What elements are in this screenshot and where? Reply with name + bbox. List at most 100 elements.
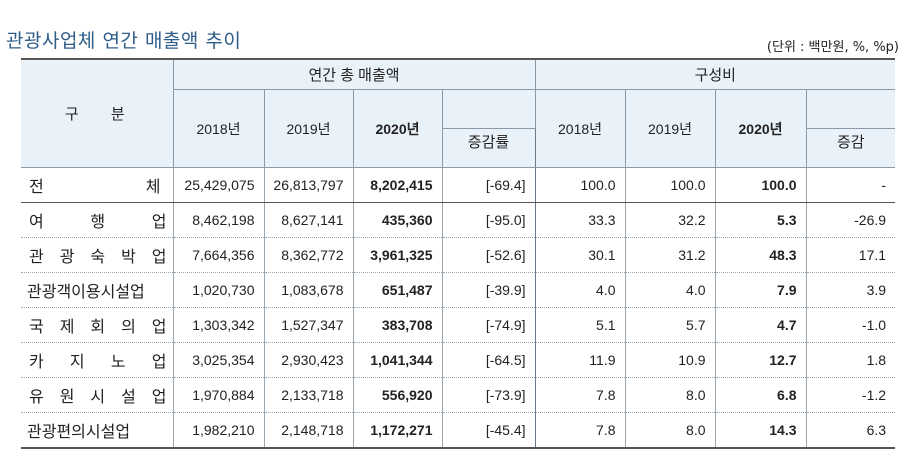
row-category-char: 유 bbox=[29, 387, 44, 406]
row-category-char: 여 bbox=[29, 212, 44, 231]
sales-change-rate: [-45.4] bbox=[441, 412, 536, 449]
sales-2018: 1,982,210 bbox=[172, 412, 264, 449]
row-category-char: 시 bbox=[90, 387, 106, 406]
row-category-char: 지 bbox=[69, 352, 85, 371]
header-sales-2020: 2020년 bbox=[352, 89, 443, 168]
sales-2018: 25,429,075 bbox=[172, 167, 264, 203]
header-group-share: 구성비 bbox=[534, 59, 896, 90]
share-change: 17.1 bbox=[805, 237, 896, 273]
header-sales-2018: 2018년 bbox=[173, 89, 265, 168]
sales-change-rate: [-74.9] bbox=[441, 307, 536, 343]
header-sales-change-top bbox=[441, 89, 536, 129]
table-row: 국 제 회 의 업 1,303,342 1,527,347 383,708 [-74.9] 5.1… bbox=[21, 307, 896, 343]
row-category-char: 업 bbox=[151, 317, 167, 336]
row-category-char: 회 bbox=[90, 317, 106, 336]
share-change: 1.8 bbox=[805, 342, 896, 378]
share-2018: 100.0 bbox=[534, 167, 626, 203]
sales-2018: 1,303,342 bbox=[172, 307, 264, 343]
share-2019: 32.2 bbox=[624, 202, 716, 238]
sales-change-rate: [-39.9] bbox=[441, 272, 536, 308]
share-2019: 31.2 bbox=[624, 237, 716, 273]
share-2019: 100.0 bbox=[624, 167, 716, 203]
sales-2020: 1,172,271 bbox=[352, 412, 442, 449]
share-change: 6.3 bbox=[805, 412, 896, 449]
row-category-char: 광 bbox=[59, 247, 75, 266]
sales-2019: 1,527,347 bbox=[263, 307, 353, 343]
header-share-2018: 2018년 bbox=[534, 89, 626, 168]
sales-2019: 1,083,678 bbox=[263, 272, 353, 308]
sales-2020: 651,487 bbox=[352, 272, 442, 308]
row-category: 관광객이용시설업 bbox=[21, 272, 173, 308]
sales-2020: 435,360 bbox=[352, 202, 442, 238]
sales-table: 구 분 연간 총 매출액 구성비 2018년 2019년 2020년 2018년… bbox=[21, 58, 896, 449]
header-share-2019: 2019년 bbox=[624, 89, 716, 168]
row-category-char: 업 bbox=[151, 387, 167, 406]
page-title: 관광사업체 연간 매출액 추이 bbox=[6, 30, 242, 52]
row-category-char: 체 bbox=[145, 177, 161, 196]
row-category-char: 전 bbox=[29, 177, 44, 196]
sales-2019: 2,930,423 bbox=[263, 342, 353, 378]
sales-2018: 1,020,730 bbox=[172, 272, 264, 308]
row-category-char: 관광편의시설업 bbox=[27, 422, 131, 441]
sales-change-rate: [-52.6] bbox=[441, 237, 536, 273]
share-2020: 100.0 bbox=[714, 167, 807, 203]
share-2020: 14.3 bbox=[714, 412, 807, 449]
row-category-char: 의 bbox=[121, 317, 136, 336]
share-change: 3.9 bbox=[805, 272, 896, 308]
row-category-char: 국 bbox=[29, 317, 44, 336]
sales-2020: 1,041,344 bbox=[352, 342, 442, 378]
share-2020: 5.3 bbox=[714, 202, 807, 238]
share-2020: 7.9 bbox=[714, 272, 807, 308]
sales-2018: 7,664,356 bbox=[172, 237, 264, 273]
sales-2020: 383,708 bbox=[352, 307, 442, 343]
share-change: -26.9 bbox=[805, 202, 896, 238]
table-body: 전 체 25,429,075 26,813,797 8,202,415 [-69.4] 10… bbox=[21, 167, 896, 449]
row-category-char: 행 bbox=[90, 212, 106, 231]
row-category-char: 업 bbox=[151, 212, 167, 231]
row-category-char: 카 bbox=[29, 352, 44, 371]
share-2019: 8.0 bbox=[624, 412, 716, 449]
sales-2019: 2,133,718 bbox=[263, 377, 353, 413]
row-category-char: 관 bbox=[29, 247, 44, 266]
header-group-sales: 연간 총 매출액 bbox=[172, 59, 536, 90]
share-2018: 7.8 bbox=[534, 377, 626, 413]
table-row: 여 행 업 8,462,198 8,627,141 435,360 [-95.0] 33.3 3… bbox=[21, 202, 896, 238]
sales-change-rate: [-69.4] bbox=[441, 167, 536, 203]
header-category: 구 분 bbox=[21, 59, 174, 168]
share-2020: 6.8 bbox=[714, 377, 807, 413]
header-share-change: 증감 bbox=[805, 128, 896, 168]
row-category: 관광편의시설업 bbox=[21, 412, 173, 449]
table-row: 유 원 시 설 업 1,970,884 2,133,718 556,920 [-73.9] 7.8… bbox=[21, 377, 896, 413]
sales-change-rate: [-73.9] bbox=[441, 377, 536, 413]
row-category-char: 원 bbox=[59, 387, 75, 406]
sales-2020: 556,920 bbox=[352, 377, 442, 413]
share-2020: 12.7 bbox=[714, 342, 807, 378]
row-category-char: 업 bbox=[151, 247, 167, 266]
header-sales-2019: 2019년 bbox=[263, 89, 354, 168]
share-2019: 4.0 bbox=[624, 272, 716, 308]
share-2019: 5.7 bbox=[624, 307, 716, 343]
row-category-char: 숙 bbox=[90, 247, 106, 266]
table-row: 관광편의시설업 1,982,210 2,148,718 1,172,271 [-45.4… bbox=[21, 412, 896, 449]
sales-change-rate: [-64.5] bbox=[441, 342, 536, 378]
row-category-char: 관광객이용시설업 bbox=[27, 282, 145, 301]
share-2019: 8.0 bbox=[624, 377, 716, 413]
share-change: - bbox=[805, 167, 896, 203]
sales-2020: 8,202,415 bbox=[352, 167, 442, 203]
header-share-change-top bbox=[805, 89, 896, 129]
table-row: 전 체 25,429,075 26,813,797 8,202,415 [-69.4] 10… bbox=[21, 167, 896, 203]
sales-2019: 8,362,772 bbox=[263, 237, 353, 273]
sales-2019: 2,148,718 bbox=[263, 412, 353, 449]
share-2018: 33.3 bbox=[534, 202, 626, 238]
share-2018: 5.1 bbox=[534, 307, 626, 343]
sales-2018: 3,025,354 bbox=[172, 342, 264, 378]
table-row: 관 광 숙 박 업 7,664,356 8,362,772 3,961,325 [-52.6] 3… bbox=[21, 237, 896, 273]
row-category-char: 업 bbox=[151, 352, 167, 371]
share-change: -1.2 bbox=[805, 377, 896, 413]
share-2018: 30.1 bbox=[534, 237, 626, 273]
